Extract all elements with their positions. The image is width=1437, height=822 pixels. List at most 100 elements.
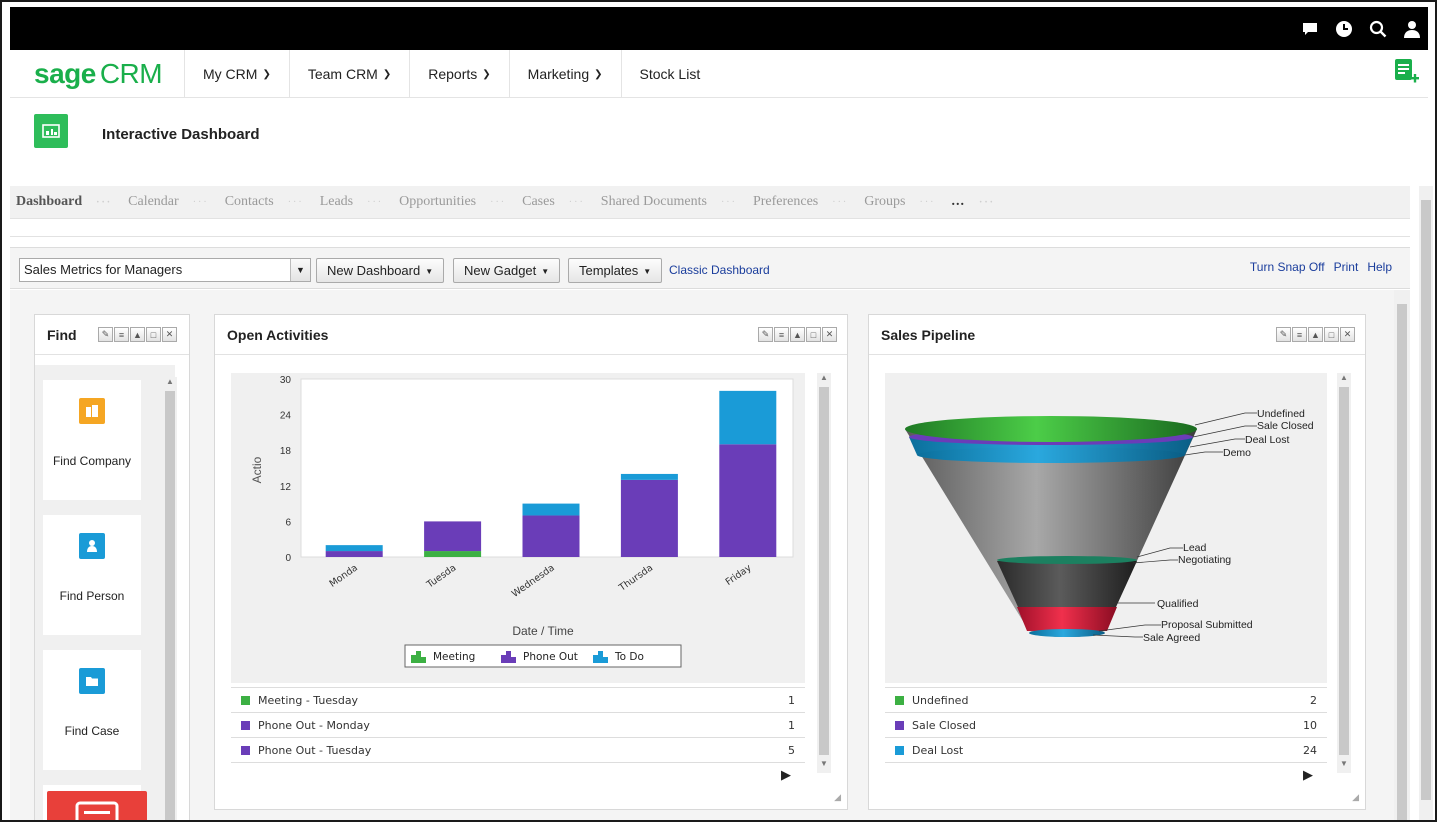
close-icon[interactable]: ✕ <box>822 327 837 342</box>
classic-dashboard-link[interactable]: Classic Dashboard <box>669 263 770 277</box>
bar-to-do <box>620 473 678 480</box>
find-opportunity-card[interactable] <box>43 785 147 820</box>
resize-handle-icon[interactable]: ◢ <box>1352 792 1359 802</box>
find-person-card[interactable]: Find Person <box>43 515 141 635</box>
tab-leads[interactable]: Leads ··· <box>319 194 384 209</box>
clock-icon[interactable] <box>1334 19 1354 39</box>
edit-icon[interactable]: ✎ <box>758 327 773 342</box>
edit-icon[interactable]: ✎ <box>98 327 113 342</box>
pipeline-scrollbar[interactable]: ▲ ▼ <box>1337 373 1351 773</box>
tab-groups[interactable]: Groups ··· <box>864 194 936 209</box>
find-case-card[interactable]: Find Case <box>43 650 141 770</box>
close-icon[interactable]: ✕ <box>162 327 177 342</box>
help-link[interactable]: Help <box>1367 260 1392 274</box>
list-item[interactable]: Phone Out - Tuesday 5 <box>231 738 805 763</box>
pin-icon[interactable]: ≡ <box>1292 327 1307 342</box>
y-tick-label: 0 <box>285 553 291 564</box>
activities-scrollbar[interactable]: ▲ ▼ <box>817 373 831 773</box>
find-scrollbar[interactable]: ▲ <box>163 377 177 820</box>
scroll-up-icon[interactable]: ▲ <box>1340 373 1348 382</box>
pin-icon[interactable]: ≡ <box>774 327 789 342</box>
legend-swatch <box>603 657 608 663</box>
legend-swatch <box>501 655 506 663</box>
menu-my-crm[interactable]: My CRM ❯ <box>184 50 289 98</box>
user-icon[interactable] <box>1402 19 1422 39</box>
quick-add-icon[interactable] <box>1394 58 1420 86</box>
pipeline-scrollbar-thumb[interactable] <box>1339 387 1349 755</box>
activities-scrollbar-thumb[interactable] <box>819 387 829 755</box>
find-scrollbar-thumb[interactable] <box>165 391 175 820</box>
search-icon[interactable] <box>1368 19 1388 39</box>
list-footer: ▶ <box>885 763 1327 785</box>
tab-cases[interactable]: Cases ··· <box>522 194 585 209</box>
menu-reports[interactable]: Reports ❯ <box>409 50 508 98</box>
pipeline-chart-area: Undefined Sale Closed Deal Lost Demo Lea… <box>885 373 1327 683</box>
funnel-label-demo: Demo <box>1223 447 1251 459</box>
gadget-controls: ✎ ≡ ▲ □ ✕ <box>758 327 837 342</box>
x-tick-label: Friday <box>724 562 754 588</box>
close-icon[interactable]: ✕ <box>1340 327 1355 342</box>
funnel-label-undefined: Undefined <box>1257 408 1305 420</box>
opportunity-icon <box>47 791 147 820</box>
scroll-up-icon[interactable]: ▲ <box>166 377 174 386</box>
maximize-icon[interactable]: □ <box>806 327 821 342</box>
row-value: 2 <box>1310 693 1317 707</box>
collapse-icon[interactable]: ▲ <box>130 327 145 342</box>
activities-bar-chart: 0 6 12 18 24 30 Actio Monda Tuesda Wednesda Thursd… <box>250 375 794 668</box>
legend-swatch <box>598 651 603 663</box>
case-folder-icon <box>79 668 105 694</box>
page-scrollbar[interactable] <box>1419 186 1433 820</box>
maximize-icon[interactable]: □ <box>146 327 161 342</box>
new-gadget-button[interactable]: New Gadget ▼ <box>453 258 561 283</box>
tab-calendar[interactable]: Calendar ··· <box>128 194 209 209</box>
resize-handle-icon[interactable]: ◢ <box>834 792 841 802</box>
list-item[interactable]: Meeting - Tuesday 1 <box>231 688 805 713</box>
gadget-title: Sales Pipeline <box>881 327 976 343</box>
edit-icon[interactable]: ✎ <box>1276 327 1291 342</box>
find-company-card[interactable]: Find Company <box>43 380 141 500</box>
tab-dashboard[interactable]: Dashboard ··· <box>16 194 113 209</box>
tab-shared-documents[interactable]: Shared Documents ··· <box>600 194 737 209</box>
scroll-up-icon[interactable]: ▲ <box>820 373 828 382</box>
menu-team-crm[interactable]: Team CRM ❯ <box>288 50 409 98</box>
list-item[interactable]: Deal Lost 24 <box>885 738 1327 763</box>
funnel-labels: Undefined Sale Closed Deal Lost Demo Lea… <box>1143 408 1314 644</box>
tab-contacts[interactable]: Contacts ··· <box>224 194 304 209</box>
dashboard-select[interactable]: Sales Metrics for Managers ▼ <box>19 258 311 282</box>
pin-icon[interactable]: ≡ <box>114 327 129 342</box>
templates-button[interactable]: Templates ▼ <box>568 258 663 283</box>
y-tick-label: 6 <box>285 517 291 528</box>
collapse-icon[interactable]: ▲ <box>1308 327 1323 342</box>
turn-snap-off-link[interactable]: Turn Snap Off <box>1249 260 1325 274</box>
next-page-icon[interactable]: ▶ <box>781 767 791 782</box>
list-item[interactable]: Undefined 2 <box>885 688 1327 713</box>
list-item[interactable]: Phone Out - Monday 1 <box>231 713 805 738</box>
print-link[interactable]: Print <box>1333 260 1359 274</box>
chevron-down-icon[interactable]: ▼ <box>290 259 310 281</box>
list-item[interactable]: Sale Closed 10 <box>885 713 1327 738</box>
tab-spacer <box>10 219 1410 237</box>
tab-preferences[interactable]: Preferences ··· <box>752 194 849 209</box>
scroll-down-icon[interactable]: ▼ <box>1340 759 1348 768</box>
gadget-controls: ✎ ≡ ▲ □ ✕ <box>1276 327 1355 342</box>
y-axis-label: Actio <box>250 456 264 483</box>
gadget-header: Open Activities ✎ ≡ ▲ □ ✕ <box>215 315 847 355</box>
next-page-icon[interactable]: ▶ <box>1303 767 1313 782</box>
dashboard-scrollbar[interactable] <box>1394 290 1410 820</box>
chat-icon[interactable] <box>1300 19 1320 39</box>
new-dashboard-button[interactable]: New Dashboard ▼ <box>316 258 445 283</box>
bar-phone-out <box>620 479 678 557</box>
page-scrollbar-thumb[interactable] <box>1421 200 1431 800</box>
maximize-icon[interactable]: □ <box>1324 327 1339 342</box>
collapse-icon[interactable]: ▲ <box>790 327 805 342</box>
dashboard-scrollbar-thumb[interactable] <box>1397 304 1407 820</box>
tab-more[interactable]: ... ··· <box>951 194 995 209</box>
menu-stock-list[interactable]: Stock List <box>620 50 719 98</box>
bar-phone-out <box>719 444 777 557</box>
company-icon <box>79 398 105 424</box>
sage-crm-logo[interactable]: sage CRM <box>34 58 163 89</box>
scroll-down-icon[interactable]: ▼ <box>820 759 828 768</box>
chevron-down-icon: ❯ <box>594 68 603 80</box>
tab-opportunities[interactable]: Opportunities ··· <box>399 194 507 209</box>
menu-marketing[interactable]: Marketing ❯ <box>508 50 621 98</box>
